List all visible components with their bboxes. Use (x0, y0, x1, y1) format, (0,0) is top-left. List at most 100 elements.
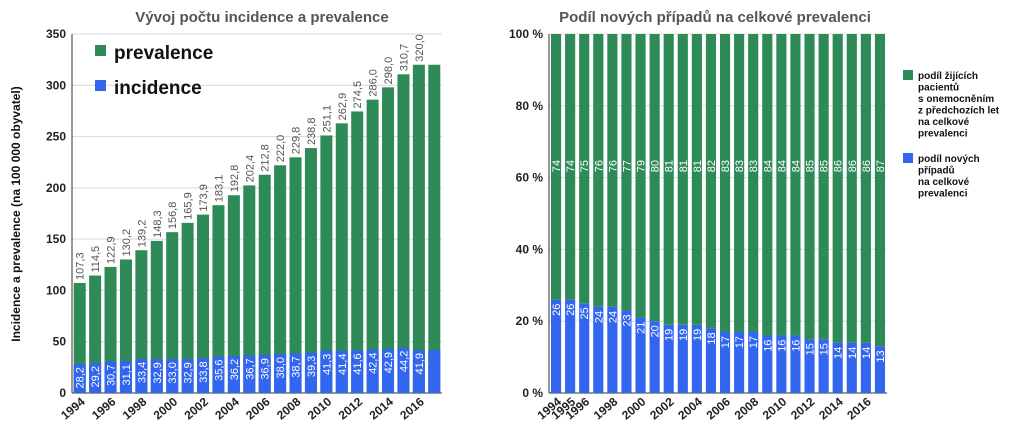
existing-patients-share-bar (593, 34, 604, 307)
y-tick-label: 80 % (516, 99, 544, 113)
new-cases-share-bar (719, 331, 731, 393)
existing-patients-share-bar (748, 34, 759, 332)
new-cases-value-label: 15 (819, 343, 831, 355)
existing-patients-value-label: 81 (692, 160, 704, 172)
incidence-bar (73, 364, 86, 393)
prevalence-value-label: 229,8 (291, 127, 303, 155)
legend-label-line: případů (918, 165, 955, 177)
new-cases-share-bar (565, 299, 576, 393)
prevalence-bar (197, 214, 210, 393)
x-tick-label: 2014 (367, 394, 397, 422)
bars: 26 74 26 74 25 75 24 76 24 76 23 77 21 79 20 80 19 81 19 81… (550, 34, 887, 393)
existing-patients-share-bar (663, 34, 674, 325)
existing-patients-value-label: 82 (706, 160, 718, 172)
prevalence-value-label: 298,0 (383, 57, 395, 85)
prevalence-bar (119, 259, 132, 393)
x-tick-label: 2016 (397, 394, 427, 422)
incidence-value-label: 41,4 (337, 354, 349, 375)
existing-patients-value-label: 74 (551, 160, 563, 172)
incidence-bar (166, 359, 179, 393)
existing-patients-value-label: 81 (664, 160, 676, 172)
incidence-value-label: 33,4 (136, 362, 148, 383)
new-cases-share-bar (705, 328, 717, 393)
new-cases-share-bar (748, 331, 759, 393)
legend-label-line: na celkové (918, 117, 970, 128)
prevalence-value-label: 173,9 (198, 184, 210, 212)
y-tick-label: 350 (46, 27, 66, 41)
prevalence-value-label: 107,3 (75, 252, 87, 280)
incidence-value-label: 36,7 (244, 358, 256, 379)
y-tick-label: 0 (59, 386, 66, 400)
incidence-bar (197, 358, 210, 393)
x-tick-label: 2004 (675, 394, 705, 422)
x-tick-label: 1998 (591, 394, 621, 422)
new-cases-share-bar (818, 339, 829, 393)
incidence-value-label: 39,3 (306, 356, 318, 377)
new-cases-value-label: 14 (833, 347, 845, 359)
existing-patients-share-bar (804, 34, 815, 340)
y-tick-label: 100 % (509, 27, 543, 41)
incidence-bar (104, 361, 117, 393)
legend-label-line: podíl nových (918, 154, 980, 165)
existing-patients-share-bar (635, 34, 646, 318)
new-cases-value-label: 24 (607, 311, 619, 323)
existing-patients-share-bar (677, 34, 688, 325)
prevalence-bar (351, 111, 364, 393)
incidence-value-label: 35,6 (213, 359, 225, 380)
existing-patients-share-bar (776, 34, 787, 336)
new-cases-value-label: 19 (692, 329, 704, 341)
prevalence-bar (104, 266, 117, 393)
new-cases-value-label: 16 (790, 340, 802, 352)
new-cases-value-label: 17 (720, 336, 732, 348)
existing-patients-share-bar (874, 34, 886, 347)
prevalence-bar (150, 240, 163, 393)
existing-patients-share-bar (832, 34, 843, 343)
prevalence-value-label: 165,9 (183, 192, 195, 220)
incidence-value-label: 31,1 (121, 364, 133, 385)
x-axis-ticks: 1994199519961998200020022004200620082010… (535, 394, 875, 422)
existing-patients-share-bar (762, 34, 773, 336)
new-cases-value-label: 14 (847, 347, 859, 359)
y-tick-label: 100 (46, 283, 66, 297)
new-cases-value-label: 18 (706, 332, 718, 344)
incidence-value-label: 38,7 (291, 356, 303, 377)
chart-title: Vývoj počtu incidence a prevalence (135, 9, 388, 26)
existing-patients-value-label: 81 (678, 160, 690, 172)
incidence-value-label: 36,9 (260, 358, 272, 379)
new-cases-value-label: 20 (650, 325, 662, 337)
new-cases-share-bar (663, 324, 674, 393)
existing-patients-share-bar (790, 34, 801, 336)
y-axis-ticks: 0 % 20 % 40 % 60 % 80 % 100 % (509, 27, 543, 400)
new-cases-share-bar (762, 335, 773, 393)
y-tick-label: 300 (46, 78, 66, 92)
existing-patients-value-label: 79 (636, 160, 648, 172)
new-cases-share-bar (846, 342, 857, 393)
existing-patients-share-bar (734, 34, 745, 332)
legend-swatch (903, 153, 913, 163)
prevalence-value-label: 310,7 (398, 44, 410, 72)
new-cases-value-label: 19 (678, 329, 690, 341)
existing-patients-value-label: 83 (748, 160, 760, 172)
prevalence-bar (166, 232, 179, 393)
chart-title: Podíl nových případů na celkové prevalen… (559, 9, 871, 26)
existing-patients-value-label: 74 (565, 160, 577, 172)
incidence-value-label: 42,9 (383, 352, 395, 373)
incidence-bar (351, 350, 364, 393)
new-cases-value-label: 26 (551, 304, 563, 316)
new-cases-share-bar (607, 306, 618, 393)
existing-patients-value-label: 86 (847, 160, 859, 172)
new-cases-share-bar (550, 299, 562, 393)
x-tick-label: 2008 (274, 394, 304, 422)
incidence-bar (304, 352, 317, 393)
x-tick-label: 1998 (120, 394, 150, 422)
prevalence-value-label: 212,8 (260, 144, 272, 172)
incidence-bar (243, 355, 256, 393)
existing-patients-share-bar (649, 34, 660, 322)
prevalence-bar (227, 195, 240, 393)
prevalence-value-label: 130,2 (121, 229, 133, 257)
prevalence-value-label: 114,5 (90, 246, 102, 273)
incidence-value-label: 32,9 (152, 362, 164, 383)
existing-patients-value-label: 75 (579, 160, 591, 172)
x-tick-label: 2010 (760, 394, 790, 422)
legend-label-line: prevalenci (918, 189, 968, 200)
